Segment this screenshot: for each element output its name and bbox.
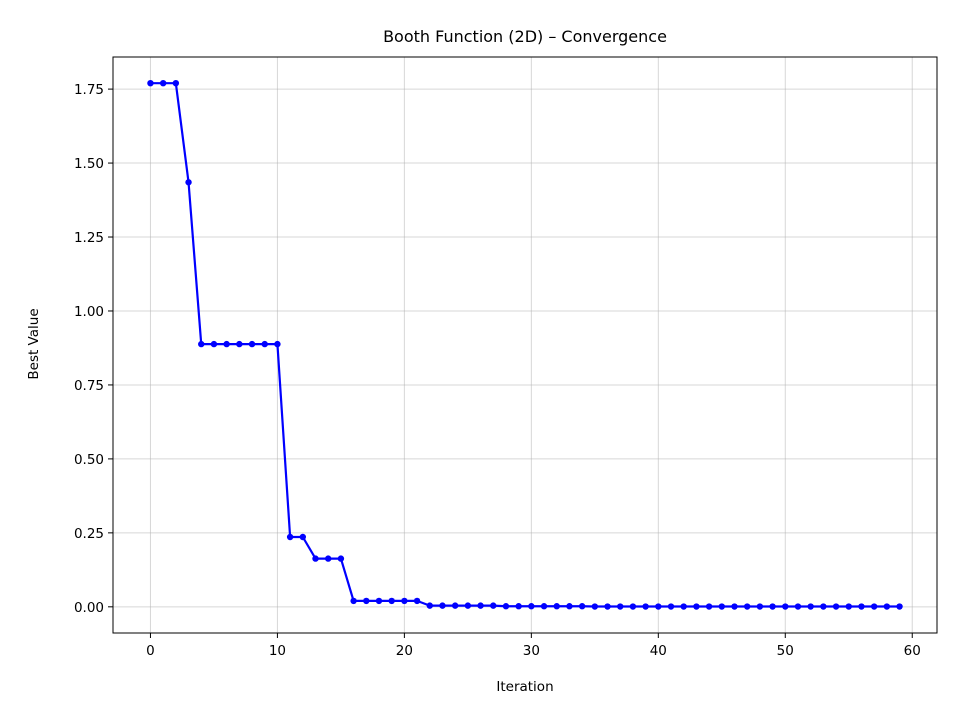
data-point: [350, 597, 357, 605]
y-tick-label: 1.25: [74, 230, 104, 246]
data-point: [515, 603, 522, 610]
x-tick-label: 10: [269, 643, 286, 659]
y-axis-label: Best Value: [26, 308, 42, 379]
ticks-layer: 0 10 20 30 40 50 60 0.00 0.25 0.50 0.75 1.00 1.25 1.5…: [74, 82, 921, 659]
data-point: [794, 603, 802, 610]
y-tick-label: 0.75: [74, 378, 104, 394]
data-point: [540, 603, 548, 610]
data-point: [401, 597, 408, 605]
data-point: [566, 603, 573, 610]
data-point: [337, 555, 345, 562]
plot-frame: [112, 56, 938, 634]
grid-layer: [113, 57, 937, 633]
x-tick-label: 0: [146, 643, 155, 659]
data-point: [604, 603, 611, 610]
data-point: [490, 602, 497, 609]
data-point: [617, 603, 624, 610]
y-tick-label: 1.75: [74, 82, 104, 98]
data-point: [807, 603, 814, 610]
data-point: [363, 597, 370, 605]
data-point: [439, 602, 446, 609]
data-point: [845, 603, 852, 610]
x-tick-label: 60: [904, 643, 921, 659]
data-point: [731, 603, 738, 610]
data-point: [426, 602, 433, 609]
data-point: [667, 603, 675, 610]
data-point: [858, 603, 865, 610]
data-point: [769, 603, 776, 610]
data-point: [286, 533, 294, 541]
data-point: [248, 340, 256, 348]
x-tick-label: 40: [650, 643, 667, 659]
data-point: [388, 597, 395, 605]
y-tick-label: 1.00: [74, 304, 104, 320]
data-point: [693, 603, 700, 610]
data-point: [274, 340, 281, 348]
data-point: [820, 603, 827, 610]
data-point: [718, 603, 725, 610]
data-point: [705, 603, 713, 610]
data-point: [299, 533, 307, 541]
data-point: [312, 555, 319, 562]
data-point: [210, 340, 218, 348]
data-point: [655, 603, 662, 610]
x-tick-label: 20: [396, 643, 413, 659]
data-point: [477, 602, 484, 609]
y-tick-label: 1.50: [74, 156, 104, 172]
x-tick-label: 30: [523, 643, 540, 659]
data-point: [185, 179, 192, 186]
data-point: [223, 340, 230, 348]
x-tick-label: 50: [777, 643, 794, 659]
data-point: [464, 602, 472, 609]
y-tick-label: 0.00: [74, 600, 104, 616]
data-point: [236, 340, 243, 348]
y-tick-label: 0.25: [74, 526, 104, 542]
data-point: [896, 603, 903, 610]
chart-title: Booth Function (2D) – Convergence: [383, 27, 667, 46]
data-point: [591, 603, 599, 610]
data-point: [782, 603, 789, 610]
data-point: [172, 79, 180, 87]
data-point: [553, 603, 560, 610]
data-point: [325, 555, 332, 562]
data-point: [832, 603, 840, 610]
data-point: [413, 597, 421, 605]
x-axis-label: Iteration: [496, 679, 553, 695]
data-point: [159, 79, 167, 87]
data-point: [578, 603, 586, 610]
data-point: [743, 603, 751, 610]
data-point: [375, 597, 383, 605]
data-point: [261, 340, 268, 348]
data-point: [528, 603, 535, 610]
data-point: [680, 603, 687, 610]
data-point: [451, 602, 459, 609]
data-point: [642, 603, 649, 610]
data-point: [147, 79, 154, 87]
data-point: [629, 603, 637, 610]
data-point: [756, 603, 764, 610]
data-point: [870, 603, 878, 610]
series-layer: [147, 79, 903, 610]
y-tick-label: 0.50: [74, 452, 104, 468]
data-point: [883, 603, 891, 610]
data-point: [502, 603, 510, 610]
data-point: [198, 340, 205, 348]
